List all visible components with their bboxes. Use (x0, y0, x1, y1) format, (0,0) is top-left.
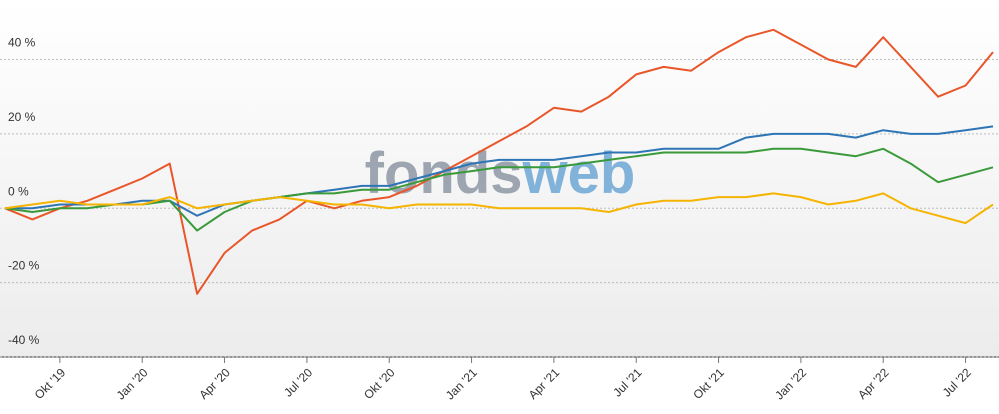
x-tick-label: Okt '19 (32, 365, 69, 402)
x-tick-label: Okt '20 (361, 365, 398, 402)
x-tick-label: Apr '22 (855, 365, 892, 402)
watermark: fondsweb (365, 141, 636, 206)
x-tick-label: Apr '20 (196, 365, 233, 402)
watermark-part: web (522, 141, 636, 206)
y-tick-label: 20 % (8, 110, 36, 124)
x-tick-label: Jan '20 (114, 365, 151, 402)
x-tick-label: Jan '21 (443, 365, 480, 402)
y-tick-label: 0 % (8, 184, 29, 198)
series-line (4, 147, 994, 232)
x-tick-label: Apr '21 (526, 365, 563, 402)
series-line (4, 192, 994, 225)
y-tick-label: 40 % (8, 36, 36, 50)
x-tick-label: Okt '21 (690, 365, 727, 402)
series-line (4, 28, 994, 295)
y-tick-label: -40 % (8, 333, 40, 347)
x-tick-label: Jul '21 (610, 365, 644, 399)
x-tick-label: Jan '22 (772, 365, 809, 402)
x-tick-label: Jul '20 (281, 365, 315, 399)
y-tick-label: -20 % (8, 259, 40, 273)
x-tick-label: Jul '22 (940, 365, 974, 399)
